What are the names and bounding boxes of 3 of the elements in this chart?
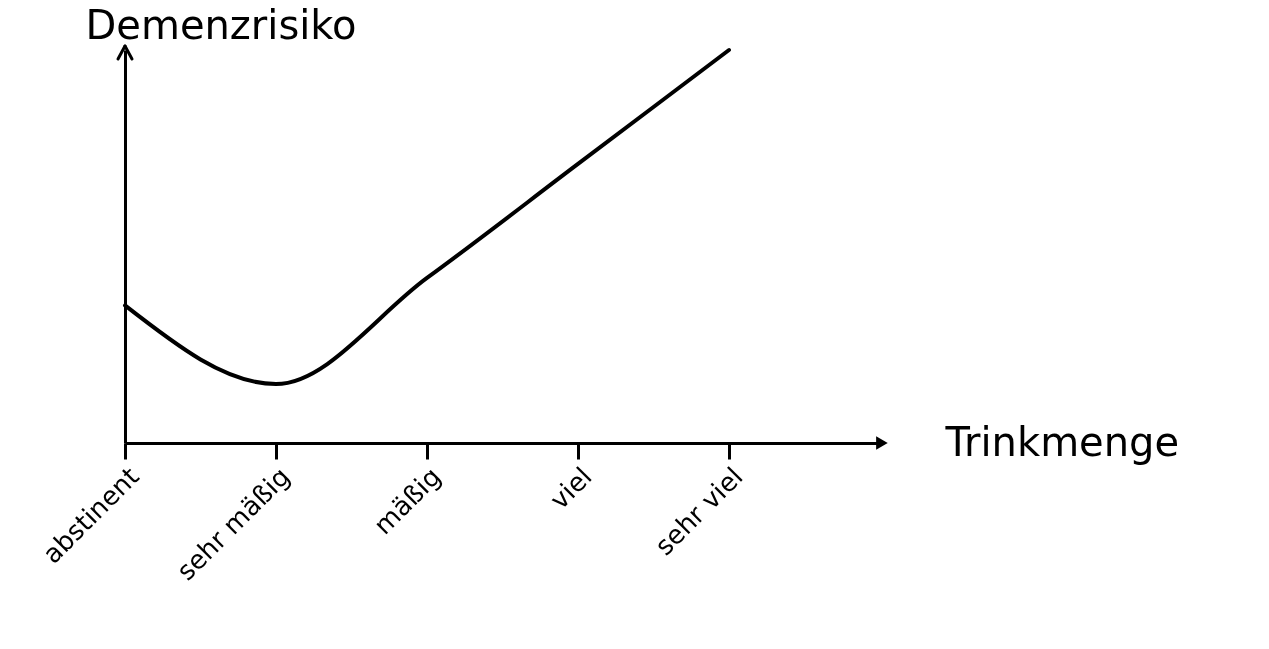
- x-axis-title: Trinkmenge: [944, 418, 1180, 465]
- x-tick-label: viel: [543, 461, 598, 516]
- y-axis-title: Demenzrisiko: [85, 1, 357, 48]
